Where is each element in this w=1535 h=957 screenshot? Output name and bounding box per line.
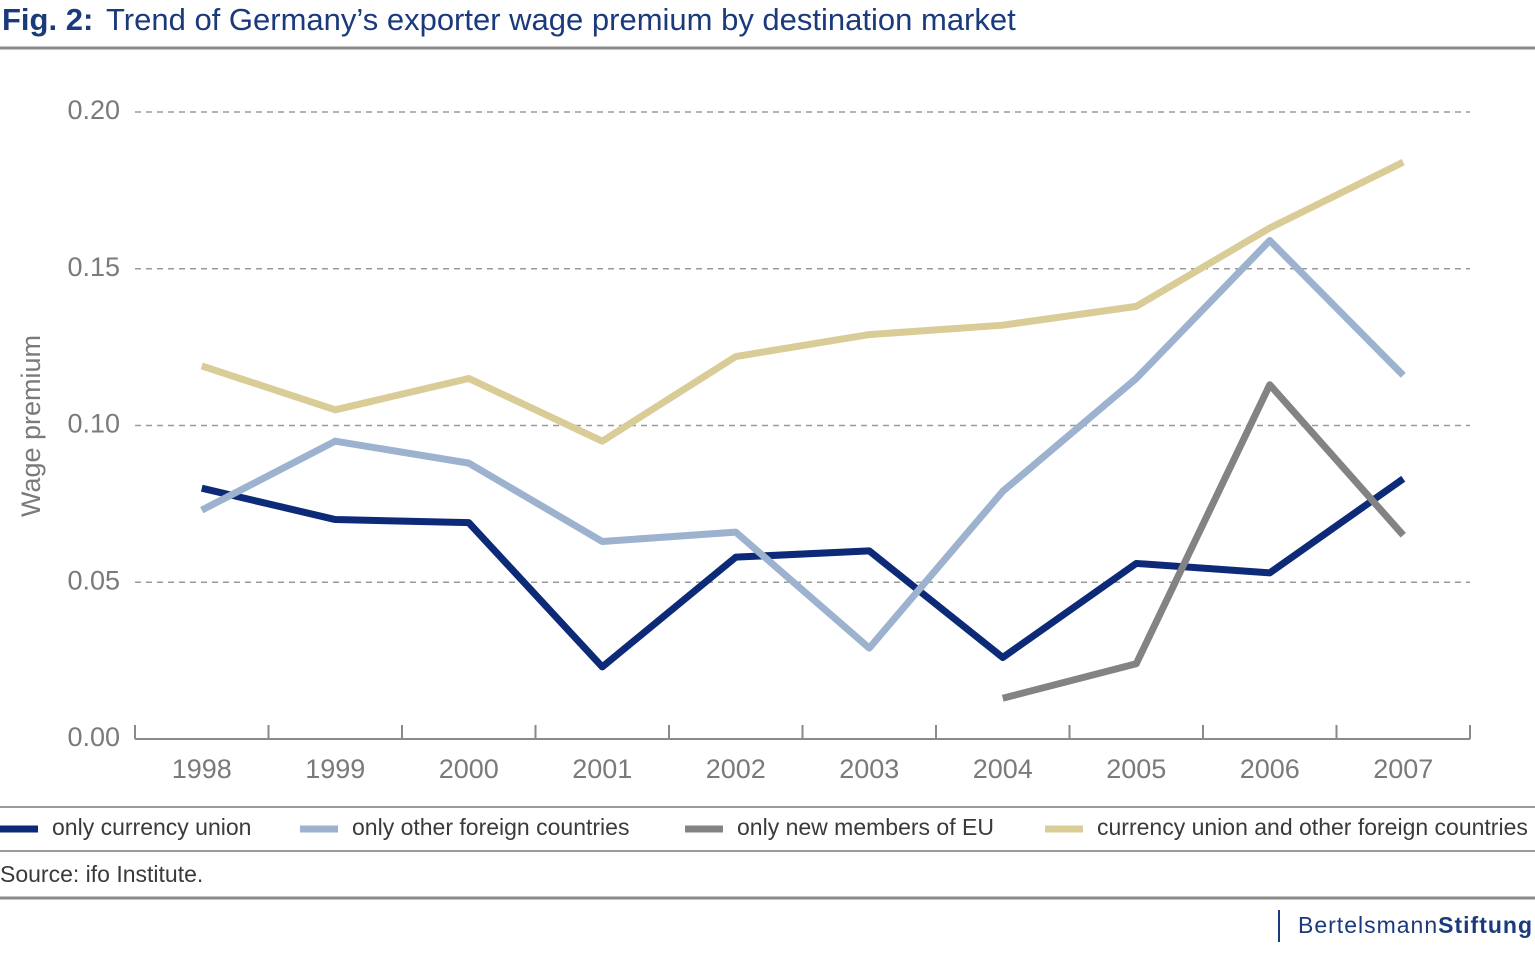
y-tick-label: 0.20 xyxy=(67,95,120,125)
figure-label: Fig. 2: xyxy=(2,2,93,37)
y-tick-label: 0.00 xyxy=(67,722,120,752)
legend-label: only other foreign countries xyxy=(352,814,629,840)
series-line xyxy=(200,159,1405,445)
logo-part: Bertelsmann xyxy=(1298,912,1438,938)
x-tick-label: 2003 xyxy=(839,754,899,784)
series-line xyxy=(200,237,1406,652)
x-tick-label: 2005 xyxy=(1106,754,1166,784)
y-tick-label: 0.15 xyxy=(67,252,120,282)
x-tick-label: 2001 xyxy=(572,754,632,784)
legend-label: only new members of EU xyxy=(737,814,994,840)
y-tick-label: 0.10 xyxy=(67,409,120,439)
x-tick-label: 2000 xyxy=(439,754,499,784)
x-tick-label: 2002 xyxy=(706,754,766,784)
logo: BertelsmannStiftung xyxy=(1298,912,1533,938)
series-line xyxy=(200,475,1406,671)
chart-title: Trend of Germany’s exporter wage premium… xyxy=(106,2,1016,37)
x-tick-label: 2007 xyxy=(1373,754,1433,784)
legend-label: currency union and other foreign countri… xyxy=(1097,814,1528,840)
y-axis-label: Wage premium xyxy=(16,335,46,517)
y-tick-label: 0.05 xyxy=(67,565,120,595)
legend-label: only currency union xyxy=(52,814,251,840)
x-tick-label: 2006 xyxy=(1240,754,1300,784)
x-tick-label: 1999 xyxy=(305,754,365,784)
logo-part: Stiftung xyxy=(1438,912,1533,938)
series-line xyxy=(1001,381,1406,702)
source-note: Source: ifo Institute. xyxy=(0,861,203,887)
x-tick-label: 1998 xyxy=(172,754,232,784)
x-tick-label: 2004 xyxy=(973,754,1033,784)
